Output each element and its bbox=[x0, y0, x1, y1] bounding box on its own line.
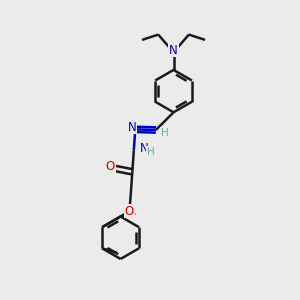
Text: H: H bbox=[147, 147, 155, 157]
Text: N: N bbox=[128, 121, 137, 134]
Text: N: N bbox=[169, 44, 178, 57]
Text: N: N bbox=[140, 142, 148, 155]
Text: H: H bbox=[161, 128, 169, 138]
Text: O: O bbox=[106, 160, 115, 173]
Text: O: O bbox=[125, 205, 134, 218]
